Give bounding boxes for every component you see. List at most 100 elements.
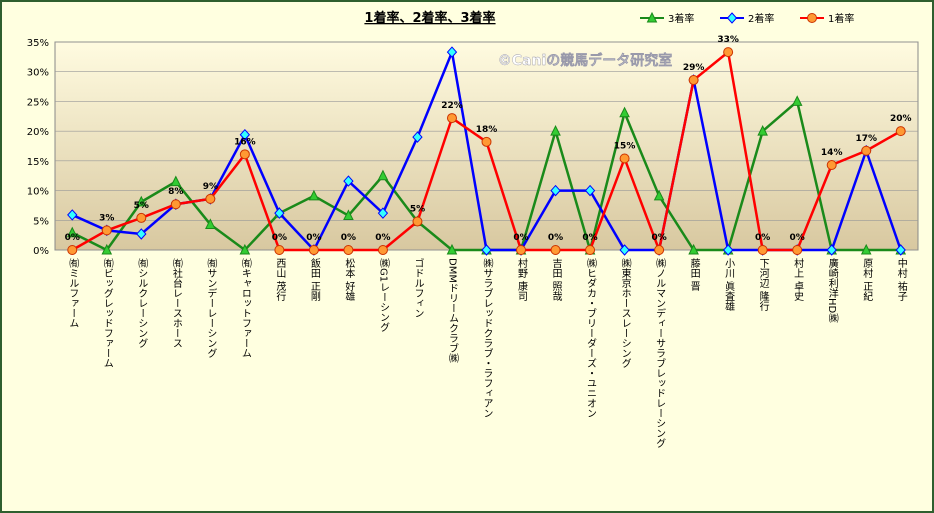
marker xyxy=(861,145,872,156)
x-tick-label: 原村 正紀 xyxy=(861,258,873,301)
marker xyxy=(726,12,738,24)
marker xyxy=(550,184,561,197)
marker xyxy=(619,153,630,164)
y-tick-label: 10% xyxy=(27,187,49,198)
x-tick-label: ㈱サラブレッドクラブ・ラフィアン xyxy=(481,258,493,418)
marker xyxy=(377,207,389,219)
data-label: 0% xyxy=(790,233,805,243)
x-tick-label: ㈲キャロットファーム xyxy=(239,258,251,358)
x-tick-label: ㈲ミルファーム xyxy=(67,258,79,328)
marker xyxy=(895,244,906,256)
y-tick-label: 35% xyxy=(27,38,49,49)
x-tick-label: 下河辺 隆行 xyxy=(757,258,769,312)
data-label: 18% xyxy=(476,125,498,135)
data-label: 33% xyxy=(717,35,739,45)
marker xyxy=(446,243,458,255)
y-tick-label: 20% xyxy=(27,127,49,138)
chart-title: 1着率、2着率、3着率 xyxy=(364,10,495,26)
annotation: ©Caniの競馬データ研究室 xyxy=(498,52,673,69)
marker xyxy=(343,245,354,255)
x-tick-label: ㈲シルクレーシング xyxy=(136,258,148,348)
marker xyxy=(722,244,734,256)
marker xyxy=(239,243,251,255)
data-label: 5% xyxy=(134,201,149,211)
x-tick-label: 吉田 照哉 xyxy=(550,258,562,301)
marker xyxy=(308,245,319,255)
marker xyxy=(239,128,251,141)
marker xyxy=(757,125,768,136)
marker xyxy=(377,169,389,181)
marker xyxy=(377,245,388,255)
marker xyxy=(274,207,285,219)
marker xyxy=(101,243,113,255)
x-tick-label: 中村 祐子 xyxy=(895,257,907,301)
x-tick-label: 小川 眞査雄 xyxy=(723,258,735,312)
marker xyxy=(205,193,216,204)
y-tick-label: 15% xyxy=(27,157,49,168)
marker xyxy=(446,46,458,58)
data-label: 0% xyxy=(582,233,597,243)
marker xyxy=(688,243,699,255)
marker xyxy=(646,11,658,23)
x-tick-label: ㈲ビッグレッドファーム xyxy=(101,258,113,368)
marker xyxy=(135,195,147,207)
data-label: 5% xyxy=(410,204,425,214)
x-tick-label: 藤田 晋 xyxy=(688,258,700,292)
data-label: 17% xyxy=(855,134,877,144)
x-tick-label: ㈱ヒダカ・ブリーダーズ・ユニオン xyxy=(585,258,597,418)
marker xyxy=(619,244,630,256)
marker xyxy=(860,243,872,255)
data-label: 0% xyxy=(341,233,356,243)
marker xyxy=(412,131,423,143)
data-label: 9% xyxy=(203,182,218,192)
x-tick-label: ㈲社台レースホース xyxy=(170,258,182,348)
marker xyxy=(826,244,837,256)
data-label: 16% xyxy=(234,137,256,147)
marker xyxy=(792,245,803,255)
marker xyxy=(308,189,320,201)
x-tick-label: 松本 好雄 xyxy=(343,257,355,302)
x-tick-label: 西山 茂行 xyxy=(274,258,286,302)
marker xyxy=(412,216,423,227)
data-label: 0% xyxy=(548,233,563,243)
y-tick-label: 0% xyxy=(33,246,49,257)
marker xyxy=(67,209,78,221)
marker xyxy=(688,75,699,86)
marker xyxy=(66,226,78,238)
x-tick-label: 村野 康司 xyxy=(516,257,528,301)
y-tick-label: 5% xyxy=(33,216,49,227)
x-tick-label: 村上 卓史 xyxy=(792,257,804,302)
data-label: 0% xyxy=(513,233,528,243)
marker xyxy=(239,149,250,160)
x-tick-label: ㈱G1レーシング xyxy=(377,258,389,332)
data-label: 0% xyxy=(755,233,770,243)
data-label: 29% xyxy=(683,63,705,73)
marker xyxy=(170,199,181,210)
marker xyxy=(619,106,630,118)
marker xyxy=(653,189,665,201)
data-label: 14% xyxy=(821,148,843,158)
x-tick-label: 廣崎利洋HD㈱ xyxy=(826,257,838,323)
x-tick-label: ゴドルフィン xyxy=(412,257,424,318)
marker xyxy=(550,125,561,136)
marker xyxy=(136,228,147,240)
x-tick-label: ㈱東京ホースレーシング xyxy=(619,258,631,368)
marker xyxy=(343,209,354,221)
marker xyxy=(826,160,837,171)
marker xyxy=(895,126,906,137)
marker xyxy=(654,245,665,255)
x-tick-label: DMMドリームクラブ㈱ xyxy=(446,258,458,363)
legend-label: 3着率 xyxy=(668,12,694,25)
x-tick-label: ㈲サンデーレーシング xyxy=(205,258,217,358)
data-label: 20% xyxy=(890,114,912,124)
marker xyxy=(516,245,527,255)
marker xyxy=(723,47,734,58)
marker xyxy=(446,113,457,124)
x-tick-label: ㈱ノルマンディーサラブレッドレーシング xyxy=(654,258,666,448)
data-label: 8% xyxy=(168,187,183,197)
data-label: 0% xyxy=(306,233,321,243)
marker xyxy=(170,175,182,187)
data-label: 3% xyxy=(99,213,114,223)
marker xyxy=(136,212,147,223)
